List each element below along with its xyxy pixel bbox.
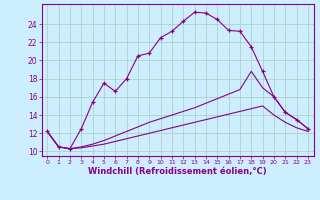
X-axis label: Windchill (Refroidissement éolien,°C): Windchill (Refroidissement éolien,°C): [88, 167, 267, 176]
